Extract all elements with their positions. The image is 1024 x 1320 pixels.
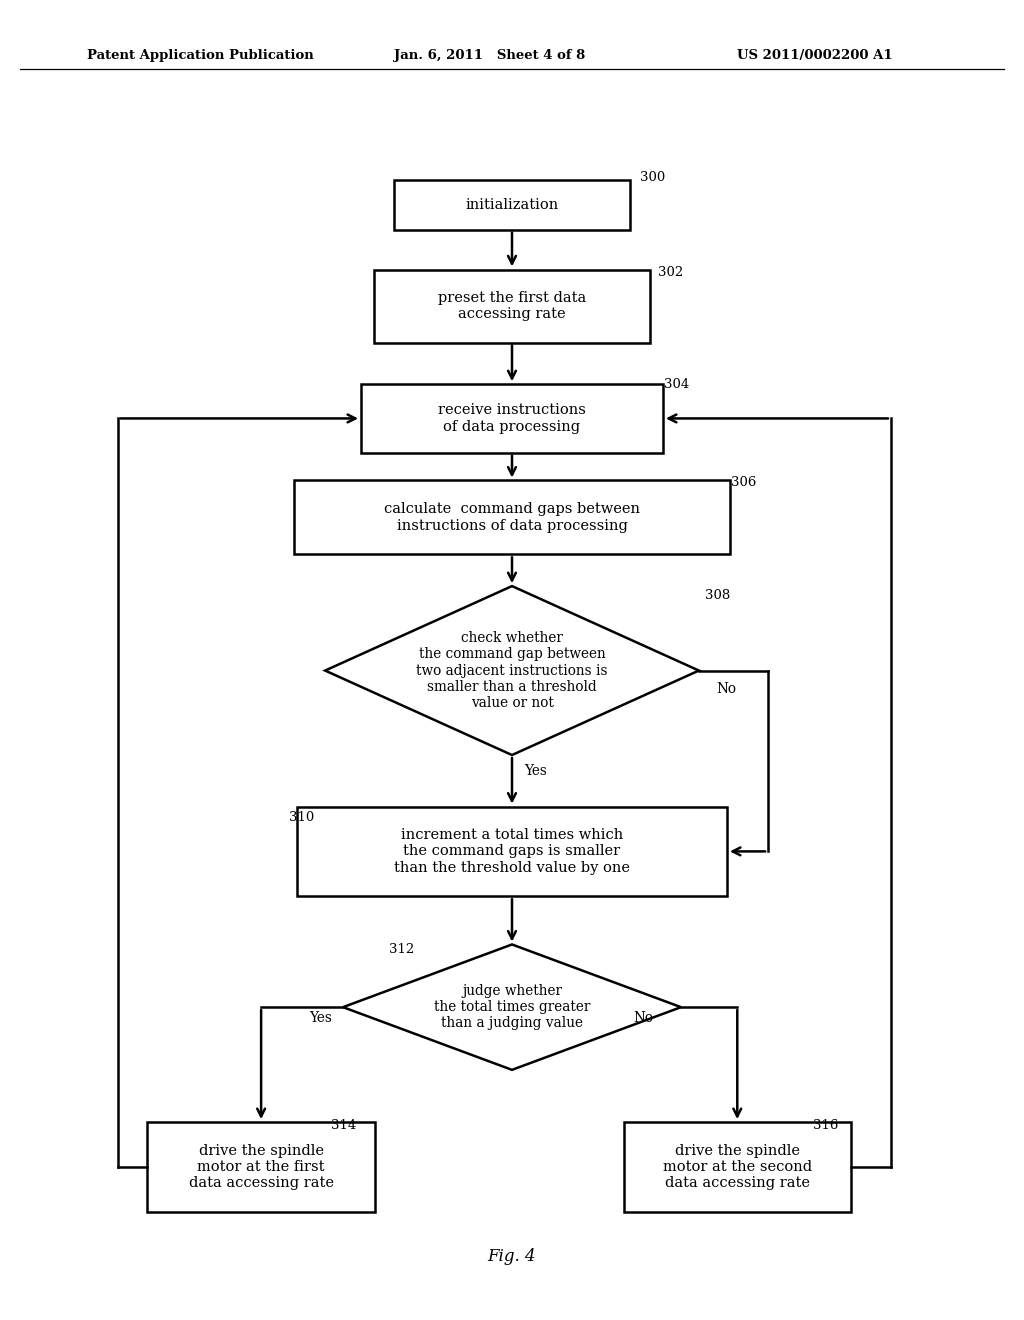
Text: No: No xyxy=(717,682,737,696)
Text: Fig. 4: Fig. 4 xyxy=(487,1249,537,1265)
Text: Patent Application Publication: Patent Application Publication xyxy=(87,49,313,62)
Text: increment a total times which
the command gaps is smaller
than the threshold val: increment a total times which the comman… xyxy=(394,828,630,875)
Text: 304: 304 xyxy=(664,378,689,391)
Text: preset the first data
accessing rate: preset the first data accessing rate xyxy=(438,292,586,321)
Text: Yes: Yes xyxy=(309,1011,332,1024)
Text: calculate  command gaps between
instructions of data processing: calculate command gaps between instructi… xyxy=(384,503,640,532)
Bar xyxy=(374,269,650,342)
Polygon shape xyxy=(343,945,681,1069)
Text: 306: 306 xyxy=(731,475,757,488)
Text: receive instructions
of data processing: receive instructions of data processing xyxy=(438,404,586,433)
Bar xyxy=(361,384,664,453)
Text: 316: 316 xyxy=(813,1118,839,1131)
Text: 302: 302 xyxy=(658,265,684,279)
Polygon shape xyxy=(326,586,698,755)
Bar xyxy=(295,480,729,554)
Bar xyxy=(394,180,630,230)
Text: 300: 300 xyxy=(640,170,666,183)
Text: judge whether
the total times greater
than a judging value: judge whether the total times greater th… xyxy=(434,983,590,1031)
Bar xyxy=(624,1122,851,1212)
Text: 308: 308 xyxy=(705,589,730,602)
Text: Jan. 6, 2011   Sheet 4 of 8: Jan. 6, 2011 Sheet 4 of 8 xyxy=(394,49,586,62)
Text: 310: 310 xyxy=(289,810,314,824)
Text: 312: 312 xyxy=(389,942,415,956)
Bar xyxy=(147,1122,375,1212)
Text: Yes: Yes xyxy=(524,764,547,777)
Text: drive the spindle
motor at the second
data accessing rate: drive the spindle motor at the second da… xyxy=(663,1143,812,1191)
Text: No: No xyxy=(633,1011,653,1024)
Text: drive the spindle
motor at the first
data accessing rate: drive the spindle motor at the first dat… xyxy=(188,1143,334,1191)
Text: 314: 314 xyxy=(331,1118,356,1131)
Text: initialization: initialization xyxy=(465,198,559,211)
Text: US 2011/0002200 A1: US 2011/0002200 A1 xyxy=(737,49,893,62)
Text: check whether
the command gap between
two adjacent instructions is
smaller than : check whether the command gap between tw… xyxy=(416,631,608,710)
Bar xyxy=(297,807,727,896)
